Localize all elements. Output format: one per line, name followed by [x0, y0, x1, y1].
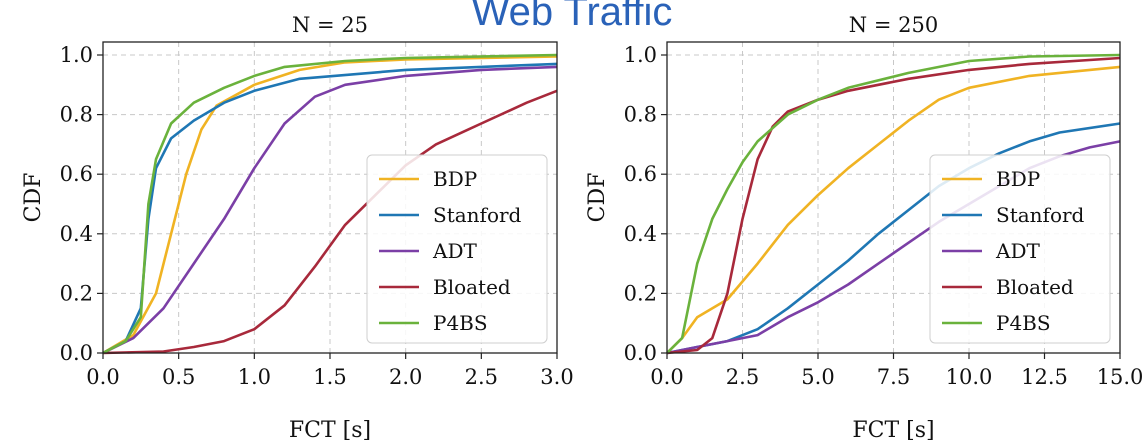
x-tick-label: 1.0	[238, 365, 271, 389]
series-line-stanford	[666, 122, 1121, 355]
y-tick-label: 0.6	[60, 162, 93, 186]
x-tick-label: 0.0	[650, 365, 683, 389]
series-line-stanford	[102, 62, 558, 355]
x-tick-label: 2.5	[465, 365, 498, 389]
y-tick-label: 1.0	[60, 43, 93, 67]
x-tick-label: 1.5	[313, 365, 346, 389]
legend-label-p4bs: P4BS	[433, 311, 488, 335]
y-tick-label: 0.4	[624, 222, 657, 246]
x-tick-label: 7.5	[877, 365, 910, 389]
legend-label-adt: ADT	[995, 239, 1040, 263]
x-tick-label: 0.5	[162, 365, 195, 389]
legend-label-bloated: Bloated	[433, 275, 511, 299]
legend-label-adt: ADT	[432, 239, 477, 263]
chart-panel-1: 0.0 0.5 1.0 1.5 2.0 2.5 3.0 0.0 0.2 0.4 0.6 0.8 1.0 N…	[21, 13, 574, 443]
legend-label-bdp: BDP	[996, 167, 1040, 191]
legend-label-stanford: Stanford	[996, 203, 1085, 227]
series-line-bloated	[666, 56, 1121, 355]
x-tick-label: 2.0	[389, 365, 422, 389]
legend-box	[929, 154, 1111, 344]
series-line-bdp	[666, 65, 1121, 354]
figure-suptitle: Web Traffic	[472, 0, 673, 34]
y-tick-label: 1.0	[624, 43, 657, 67]
x-tick-label: 12.5	[1021, 365, 1068, 389]
x-tick-label: 5.0	[801, 365, 834, 389]
legend: BDP Stanford ADT Bloated P4BS	[929, 154, 1111, 344]
chart-panel-2: 0.0 2.5 5.0 7.5 10.0 12.5 15.0 0.0 0.2 0.4 0.6 0.8 1…	[585, 13, 1143, 443]
y-tick-label: 0.0	[624, 341, 657, 365]
y-tick-label: 0.2	[60, 281, 93, 305]
x-tick-label: 0.0	[86, 365, 119, 389]
x-tick-label: 3.0	[540, 365, 573, 389]
legend-label-bdp: BDP	[433, 167, 477, 191]
series-line-adt	[102, 65, 558, 355]
y-axis-label: CDF	[585, 173, 610, 223]
y-tick-label: 0.8	[60, 103, 93, 127]
y-tick-label: 0.6	[624, 162, 657, 186]
legend-label-bloated: Bloated	[996, 275, 1074, 299]
y-tick-label: 0.2	[624, 281, 657, 305]
series-line-p4bs	[102, 53, 558, 355]
legend-label-stanford: Stanford	[433, 203, 522, 227]
x-axis-label: FCT [s]	[289, 418, 371, 443]
series-line-bdp	[102, 55, 558, 355]
x-tick-label: 10.0	[946, 365, 993, 389]
x-tick-label: 15.0	[1097, 365, 1144, 389]
series-line-bloated	[102, 89, 558, 355]
y-tick-label: 0.8	[624, 103, 657, 127]
y-tick-label: 0.0	[60, 341, 93, 365]
y-axis-label: CDF	[21, 173, 46, 223]
x-axis-label: FCT [s]	[852, 418, 934, 443]
legend-box	[366, 154, 548, 344]
legend: BDP Stanford ADT Bloated P4BS	[366, 154, 548, 344]
series-line-p4bs	[666, 53, 1121, 354]
y-tick-label: 0.4	[60, 222, 93, 246]
chart-title: N = 250	[849, 13, 938, 37]
legend-label-p4bs: P4BS	[996, 311, 1051, 335]
chart-title: N = 25	[292, 13, 368, 37]
x-tick-label: 2.5	[726, 365, 759, 389]
